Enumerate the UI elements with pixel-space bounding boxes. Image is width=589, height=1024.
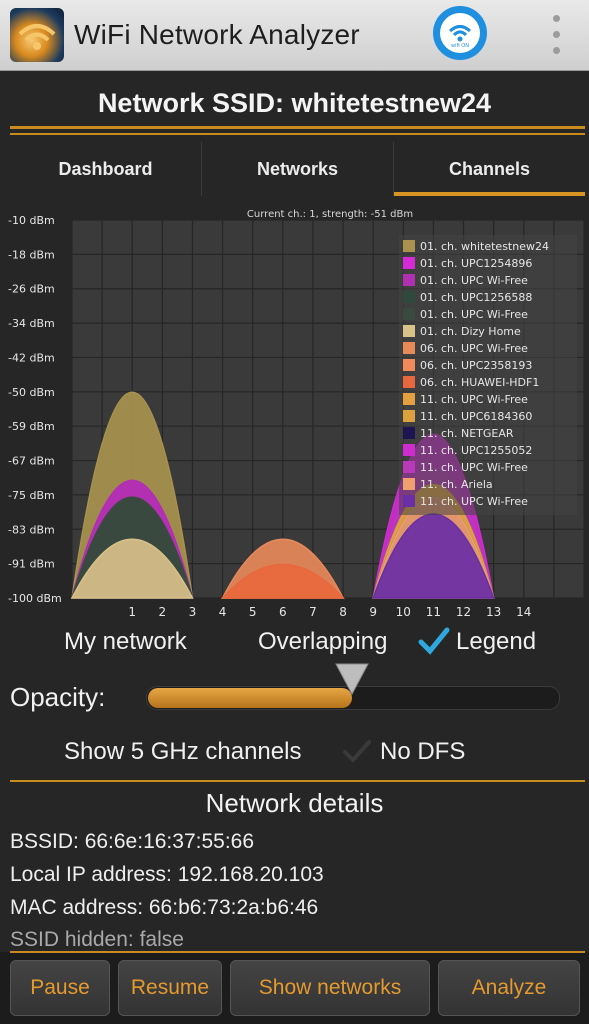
wifi-badge-text: wifi ON: [451, 43, 469, 49]
legend-box: [399, 235, 577, 515]
legend-entry: 01. ch. Dizy Home: [420, 325, 521, 338]
legend-swatch: [403, 393, 415, 405]
legend-swatch: [403, 461, 415, 473]
y-tick-label: -75 dBm: [8, 489, 55, 502]
legend-entry: 11. ch. UPC6184360: [420, 410, 532, 423]
y-tick-label: -10 dBm: [8, 214, 55, 227]
y-tick-label: -18 dBm: [8, 248, 55, 261]
action-bar: WiFi Network Analyzer: [0, 0, 589, 71]
legend-swatch: [403, 359, 415, 371]
tab-networks[interactable]: Networks: [202, 142, 394, 196]
legend-swatch: [403, 342, 415, 354]
overflow-menu-icon[interactable]: [546, 10, 566, 58]
legend-entry: 11. ch. NETGEAR: [420, 427, 514, 440]
divider: [10, 133, 585, 135]
legend-label[interactable]: Legend: [456, 628, 537, 655]
legend-entry: 11. ch. UPC Wi-Free: [420, 495, 528, 508]
analyze-button[interactable]: Analyze: [438, 960, 580, 1016]
legend-entry: 01. ch. UPC1256588: [420, 291, 532, 304]
legend-swatch: [403, 325, 415, 337]
resume-button[interactable]: Resume: [118, 960, 222, 1016]
x-tick-label: 12: [456, 605, 471, 619]
legend-entry: 11. ch. UPC Wi-Free: [420, 461, 528, 474]
tab-bar: Dashboard Networks Channels: [10, 142, 585, 196]
legend-entry: 01. ch. UPC Wi-Free: [420, 274, 528, 287]
legend-swatch: [403, 274, 415, 286]
overlapping-option[interactable]: Overlapping: [258, 628, 388, 655]
legend-entry: 11. ch. UPC Wi-Free: [420, 393, 528, 406]
local-ip-value: Local IP address: 192.168.20.103: [10, 863, 324, 886]
x-tick-label: 8: [339, 605, 347, 619]
y-tick-label: -50 dBm: [8, 386, 55, 399]
legend-entry: 01. ch. UPC1254896: [420, 257, 532, 270]
mac-address-value: MAC address: 66:b6:73:2a:b6:46: [10, 896, 319, 919]
x-tick-label: 5: [249, 605, 257, 619]
divider: [10, 780, 585, 782]
x-tick-label: 14: [516, 605, 531, 619]
show-networks-button[interactable]: Show networks: [230, 960, 430, 1016]
x-tick-label: 10: [396, 605, 411, 619]
legend-swatch: [403, 376, 415, 388]
legend-entry: 06. ch. UPC Wi-Free: [420, 342, 528, 355]
legend-checkbox-icon[interactable]: [418, 626, 450, 656]
opacity-slider-fill: [148, 688, 352, 708]
x-tick-label: 7: [309, 605, 317, 619]
x-tick-label: 11: [426, 605, 441, 619]
x-tick-label: 2: [159, 605, 167, 619]
channel-chart: -10 dBm -18 dBm -26 dBm -34 dBm -42 dBm -50 d…: [8, 209, 585, 619]
no-dfs-checkbox-icon[interactable]: [342, 738, 372, 764]
divider: [10, 126, 585, 129]
legend-entry: 01. ch. whitetestnew24: [420, 240, 549, 253]
divider: [10, 951, 585, 953]
network-signal-area: [70, 538, 194, 599]
ssid-hidden-value: SSID hidden: false: [10, 928, 184, 951]
legend-entry: 06. ch. HUAWEI-HDF1: [420, 376, 539, 389]
y-tick-label: -59 dBm: [8, 420, 55, 433]
no-dfs-label[interactable]: No DFS: [380, 738, 466, 765]
legend-swatch: [403, 240, 415, 252]
opacity-label: Opacity:: [10, 682, 106, 712]
legend-entry: 06. ch. UPC2358193: [420, 359, 532, 372]
y-tick-label: -100 dBm: [8, 592, 62, 605]
legend-entry: 11. ch. UPC1255052: [420, 444, 532, 457]
ssid-title: Network SSID: whitetestnew24: [97, 88, 492, 118]
legend-swatch: [403, 444, 415, 456]
y-tick-label: -42 dBm: [8, 351, 55, 364]
my-network-option[interactable]: My network: [64, 628, 187, 655]
y-tick-label: -34 dBm: [8, 317, 55, 330]
legend-swatch: [403, 308, 415, 320]
y-tick-label: -83 dBm: [8, 523, 55, 536]
network-signal-area: [220, 563, 345, 599]
tab-channels[interactable]: Channels: [394, 142, 585, 196]
x-tick-label: 13: [486, 605, 501, 619]
legend-swatch: [403, 257, 415, 269]
tab-dashboard[interactable]: Dashboard: [10, 142, 202, 196]
legend-swatch: [403, 478, 415, 490]
wifi-badge-icon[interactable]: wifi ON: [433, 6, 487, 60]
legend-swatch: [403, 410, 415, 422]
network-details-title: Network details: [205, 788, 384, 818]
legend-entry: 01. ch. UPC Wi-Free: [420, 308, 528, 321]
chart-title: Current ch.: 1, strength: -51 dBm: [247, 209, 413, 220]
x-tick-label: 6: [279, 605, 287, 619]
legend-swatch: [403, 427, 415, 439]
x-tick-label: 4: [219, 605, 227, 619]
wifi-analyzer-logo-icon[interactable]: [10, 8, 64, 62]
legend-swatch: [403, 291, 415, 303]
app-title: WiFi Network Analyzer: [74, 19, 360, 50]
channel-graph[interactable]: -10 dBm -18 dBm -26 dBm -34 dBm -42 dBm -50 d…: [0, 200, 589, 620]
pause-button[interactable]: Pause: [10, 960, 110, 1016]
legend-entry: 11. ch. Ariela: [420, 478, 493, 491]
opacity-slider-thumb[interactable]: [334, 662, 370, 696]
y-tick-label: -26 dBm: [8, 283, 55, 296]
y-tick-label: -91 dBm: [8, 558, 55, 571]
x-tick-label: 3: [189, 605, 197, 619]
bssid-value: BSSID: 66:6e:16:37:55:66: [10, 830, 255, 853]
y-tick-label: -67 dBm: [8, 455, 55, 468]
legend-swatch: [403, 495, 415, 507]
x-tick-label: 1: [128, 605, 136, 619]
x-tick-label: 9: [369, 605, 377, 619]
show-5ghz-option[interactable]: Show 5 GHz channels: [64, 738, 302, 765]
